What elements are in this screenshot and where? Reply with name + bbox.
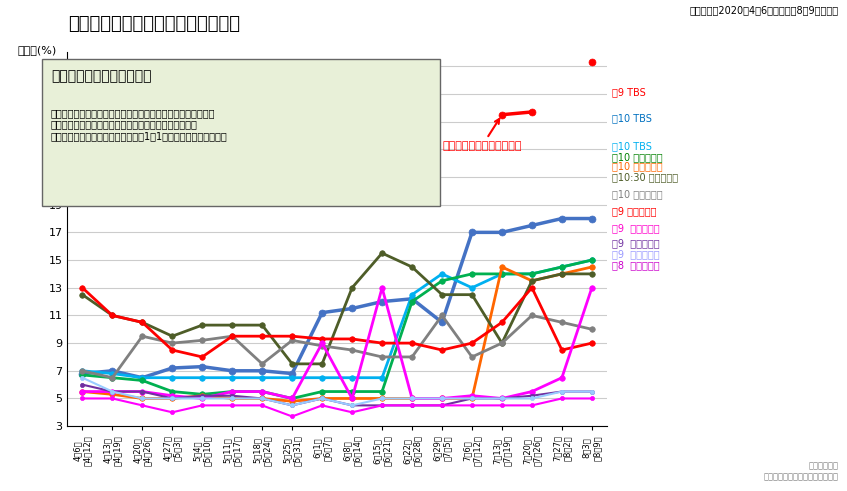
- Text: 【４放送局＆放送枠　合計値推移】: 【４放送局＆放送枠 合計値推移】: [68, 15, 240, 33]
- Text: 「半沢直樹」放送スタート: 「半沢直樹」放送スタート: [442, 119, 522, 151]
- Text: 木10 フジテレビ: 木10 フジテレビ: [612, 162, 663, 171]
- Text: 木9  テレビ朝日: 木9 テレビ朝日: [612, 223, 660, 233]
- Text: 日10:30 日本テレビ: 日10:30 日本テレビ: [612, 173, 678, 183]
- Text: 水9  テレビ朝日: 水9 テレビ朝日: [612, 249, 660, 259]
- Text: 土10 日本テレビ: 土10 日本テレビ: [612, 190, 663, 199]
- Text: 金10 TBS: 金10 TBS: [612, 141, 652, 151]
- Text: 火10 TBS: 火10 TBS: [612, 113, 652, 123]
- Text: 木8  テレビ朝日: 木8 テレビ朝日: [612, 260, 660, 271]
- Text: 水10 日本テレビ: 水10 日本テレビ: [612, 152, 663, 162]
- Text: 火9  フジテレビ: 火9 フジテレビ: [612, 238, 660, 248]
- Text: 日9 TBS: 日9 TBS: [612, 87, 646, 97]
- Text: ライブ：当該番組がリアルタイムで視聴された割合・推計人数
再生：当該番組が録画再生で視聴された割合・推計人数
（同じシーンを繰り返し視聴しても1台1回しかカウン: ライブ：当該番組がリアルタイムで視聴された割合・推計人数 再生：当該番組が録画再…: [51, 108, 228, 141]
- Text: 合計値＝ライブ値＋再生値: 合計値＝ライブ値＋再生値: [51, 69, 152, 83]
- Text: データ提供：
東芝映像ソリューション株式会社: データ提供： 東芝映像ソリューション株式会社: [763, 462, 839, 481]
- Text: 集計期間：2020年4月6日（月）〜8月9日（日）: 集計期間：2020年4月6日（月）〜8月9日（日）: [689, 5, 839, 15]
- Text: 月9 フジテレビ: 月9 フジテレビ: [612, 206, 656, 216]
- Y-axis label: 合計値(%): 合計値(%): [17, 45, 57, 55]
